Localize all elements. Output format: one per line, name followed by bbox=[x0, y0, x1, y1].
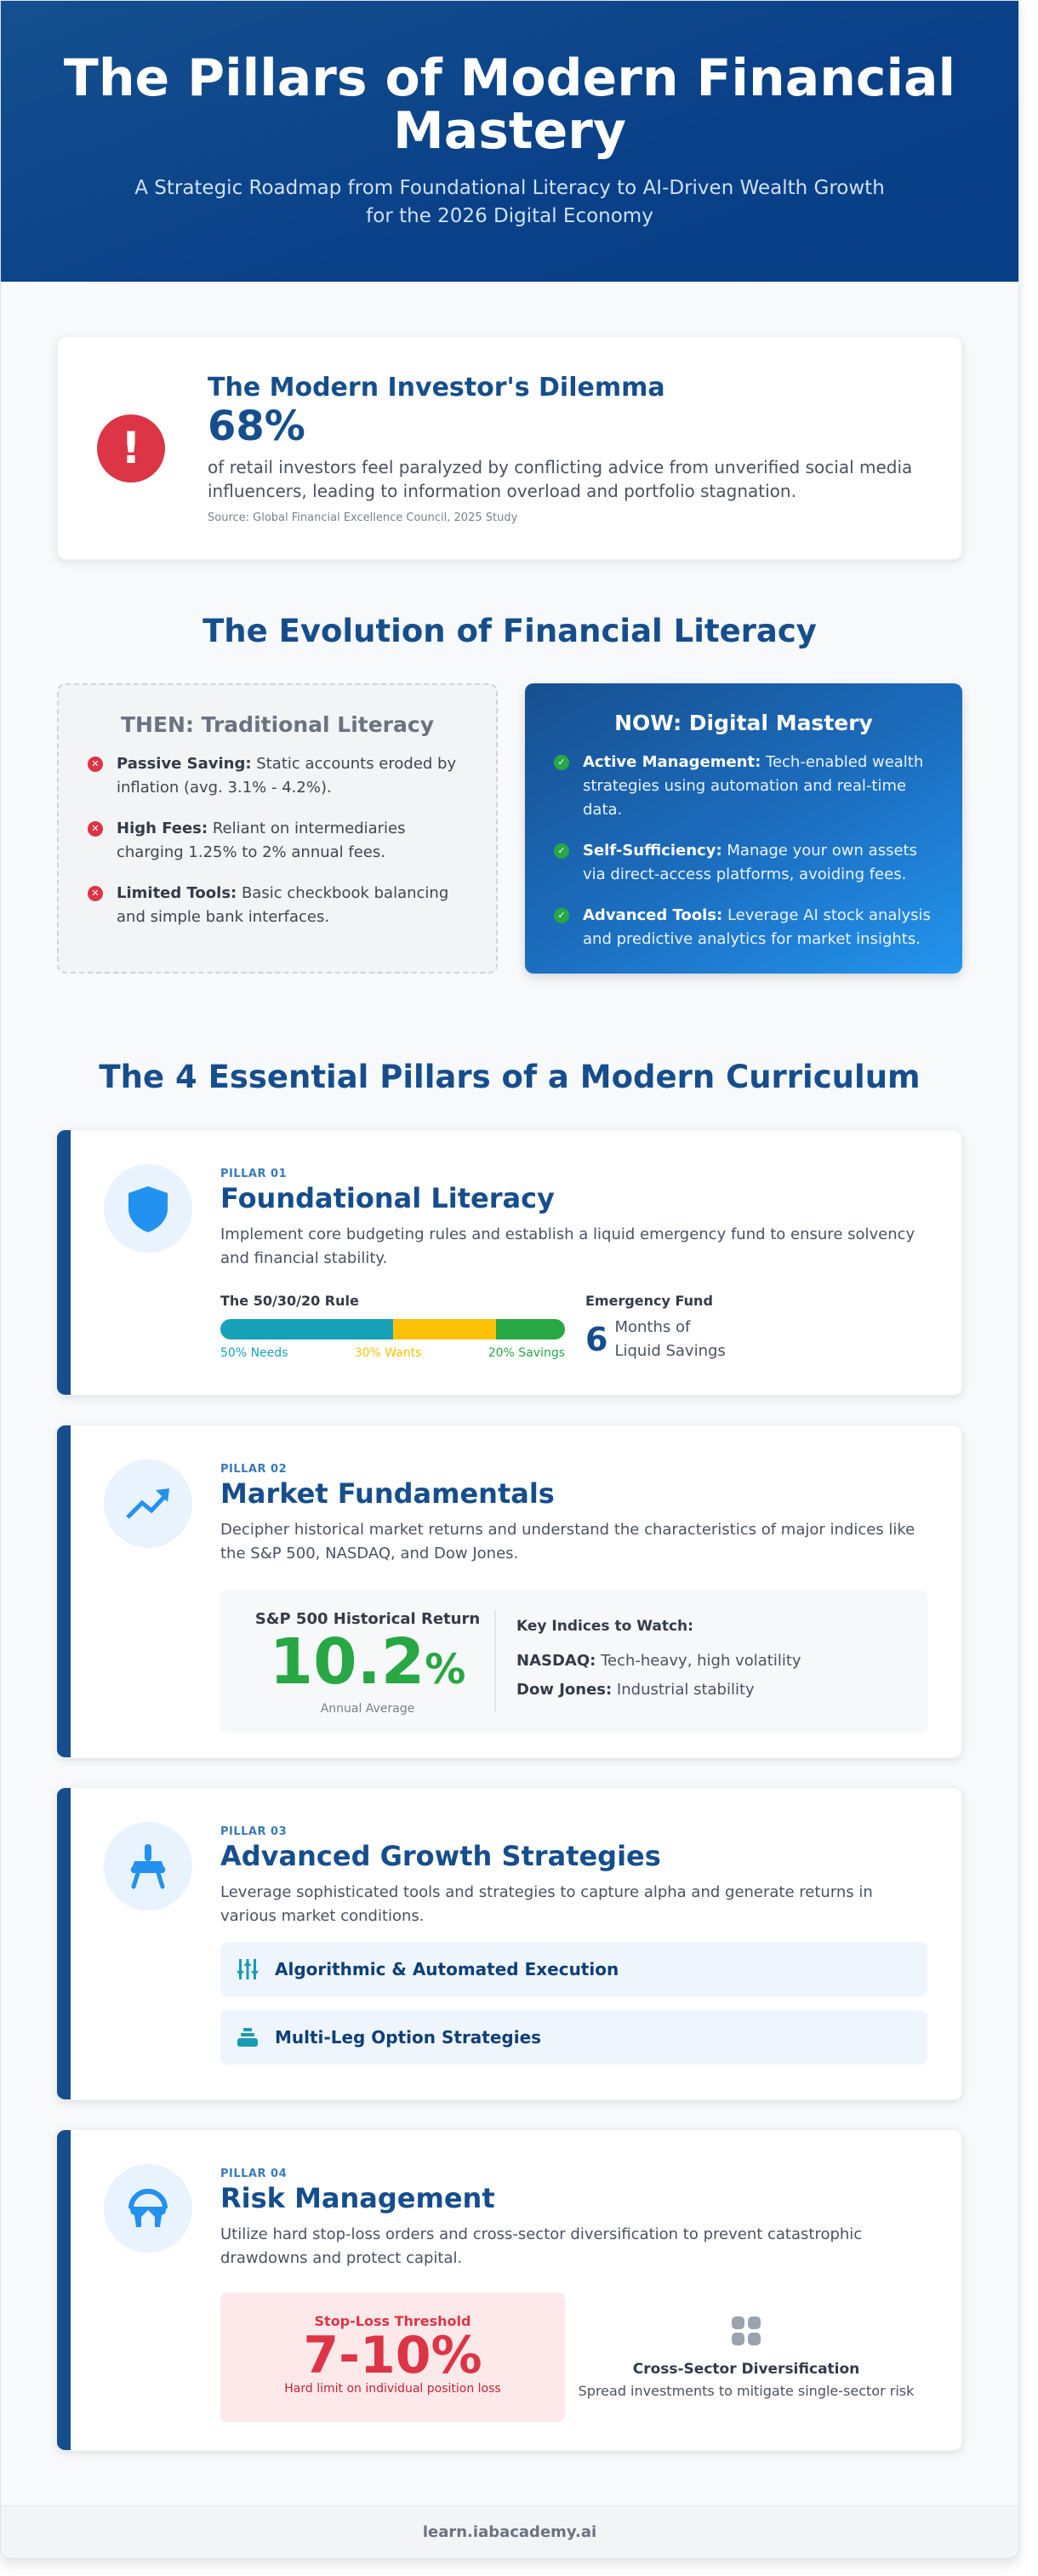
sliders-icon bbox=[236, 1959, 260, 1979]
pillar-label: PILLAR 03 bbox=[220, 1825, 288, 1838]
pillar-card-2: PILLAR 02 Market Fundamentals Decipher h… bbox=[57, 1425, 962, 1758]
grid-icon bbox=[732, 2316, 761, 2349]
evolution-title: The Evolution of Financial Literacy bbox=[202, 613, 817, 649]
x-circle-icon: ✕ bbox=[88, 821, 103, 837]
pillars-title: The 4 Essential Pillars of a Modern Curr… bbox=[99, 1059, 921, 1095]
fund-text: Months of Liquid Savings bbox=[614, 1318, 726, 1360]
footer: learn.iabacademy.ai bbox=[1, 2505, 1018, 2558]
x-circle-icon: ✕ bbox=[88, 886, 103, 901]
savings-label: 20% Savings bbox=[488, 1346, 565, 1360]
feature-label: Multi-Leg Option Strategies bbox=[275, 2027, 542, 2048]
stat-value: 10.2% bbox=[269, 1625, 466, 1699]
then-item: ✕ Passive Saving: Static accounts eroded … bbox=[88, 752, 467, 800]
now-heading: NOW: Digital Mastery bbox=[614, 711, 873, 735]
now-item: ✓ Self-Sufficiency: Manage your own asset… bbox=[554, 839, 933, 887]
stat-subtitle: Annual Average bbox=[320, 1702, 415, 1716]
now-item: ✓ Active Management: Tech-enabled wealth … bbox=[554, 751, 933, 822]
item-text: Manage your own assets via direct-access… bbox=[583, 842, 917, 883]
fund-title: Emergency Fund bbox=[585, 1293, 713, 1309]
indices-title: Key Indices to Watch: bbox=[516, 1618, 693, 1635]
market-stats: S&P 500 Historical Return 10.2% Annual A… bbox=[220, 1590, 927, 1733]
diversification-block: Cross-Sector Diversification Spread inve… bbox=[565, 2293, 927, 2422]
umbrella-shield-icon bbox=[104, 2164, 192, 2253]
pillar-title: Risk Management bbox=[220, 2182, 495, 2214]
now-panel: NOW: Digital Mastery ✓ Active Management:… bbox=[525, 683, 962, 974]
wants-label: 30% Wants bbox=[354, 1346, 422, 1360]
needs-label: 50% Needs bbox=[220, 1346, 288, 1360]
item-text: Basic checkbook balancing and simple ban… bbox=[117, 884, 449, 926]
dilemma-source: Source: Global Financial Excellence Coun… bbox=[208, 511, 518, 524]
stat-title: S&P 500 Historical Return bbox=[254, 1610, 481, 1628]
pillar-desc: Implement core budgeting rules and estab… bbox=[220, 1225, 915, 1267]
pillar-label: PILLAR 04 bbox=[220, 2168, 288, 2180]
pillar-desc: Decipher historical market returns and u… bbox=[220, 1521, 915, 1562]
item-text: Tech-enabled wealth strategies using aut… bbox=[583, 753, 924, 819]
then-item: ✕ High Fees: Reliant on intermediaries ch… bbox=[88, 817, 467, 865]
pillar-label: PILLAR 01 bbox=[220, 1168, 288, 1180]
stop-loss-subtitle: Hard limit on individual position loss bbox=[284, 2382, 501, 2396]
then-item: ✕ Limited Tools: Basic checkbook balancin… bbox=[88, 882, 467, 929]
stop-loss-title: Stop-Loss Threshold bbox=[314, 2313, 471, 2329]
hero-header: The Pillars of Modern Financial Mastery … bbox=[1, 1, 1018, 282]
layers-icon bbox=[236, 2028, 260, 2047]
item-text: Static accounts eroded by inflation (avg… bbox=[117, 755, 457, 797]
item-text: Reliant on intermediaries charging 1.25%… bbox=[117, 820, 406, 861]
dilemma-stat: 68% bbox=[208, 402, 305, 450]
needs-segment bbox=[220, 1319, 393, 1339]
index-item: NASDAQ: Tech-heavy, high volatility bbox=[516, 1652, 801, 1670]
page-title: The Pillars of Modern Financial Mastery bbox=[63, 49, 956, 161]
index-item: Dow Jones: Industrial stability bbox=[516, 1681, 755, 1699]
pillar-desc: Leverage sophisticated tools and strateg… bbox=[220, 1883, 873, 1925]
then-panel: THEN: Traditional Literacy ✕ Passive Savi… bbox=[57, 683, 498, 974]
item-text: Leverage AI stock analysis and predictiv… bbox=[583, 906, 931, 948]
shield-icon bbox=[104, 1164, 192, 1253]
then-heading: THEN: Traditional Literacy bbox=[120, 712, 434, 737]
compass-tool-icon bbox=[104, 1822, 192, 1911]
dilemma-title: The Modern Investor's Dilemma bbox=[208, 372, 665, 403]
budget-bar bbox=[220, 1319, 565, 1339]
pillar-title: Market Fundamentals bbox=[220, 1477, 555, 1510]
trending-up-icon bbox=[104, 1459, 192, 1548]
item-label: Passive Saving: bbox=[117, 755, 252, 773]
budget-rule: The 50/30/20 Rule 50% Needs 30% Wants 20… bbox=[220, 1293, 565, 1363]
pillar-card-4: PILLAR 04 Risk Management Utilize hard s… bbox=[57, 2129, 962, 2451]
now-item: ✓ Advanced Tools: Leverage AI stock analy… bbox=[554, 904, 933, 951]
savings-segment bbox=[496, 1319, 565, 1339]
dilemma-text: of retail investors feel paralyzed by co… bbox=[208, 456, 913, 501]
feature-algorithmic: Algorithmic & Automated Execution bbox=[220, 1942, 927, 1996]
pillar-title: Foundational Literacy bbox=[220, 1182, 555, 1214]
footer-link[interactable]: learn.iabacademy.ai bbox=[422, 2523, 597, 2541]
stop-loss-value: 7-10% bbox=[303, 2326, 482, 2385]
page-subtitle: A Strategic Roadmap from Foundational Li… bbox=[134, 177, 885, 227]
feature-multi-leg: Multi-Leg Option Strategies bbox=[220, 2010, 927, 2065]
pillar-title: Advanced Growth Strategies bbox=[220, 1840, 661, 1872]
item-label: Self-Sufficiency: bbox=[583, 842, 722, 860]
pillar-label: PILLAR 02 bbox=[220, 1463, 288, 1476]
item-label: Advanced Tools: bbox=[583, 906, 723, 924]
check-circle-icon: ✓ bbox=[554, 843, 569, 859]
alert-icon: ! bbox=[97, 414, 165, 483]
infographic-page: The Pillars of Modern Financial Mastery … bbox=[0, 0, 1019, 2559]
item-label: Limited Tools: bbox=[117, 884, 237, 902]
pillar-desc: Utilize hard stop-loss orders and cross-… bbox=[220, 2225, 863, 2267]
x-circle-icon: ✕ bbox=[88, 757, 103, 772]
rule-title: The 50/30/20 Rule bbox=[220, 1293, 359, 1309]
diversification-title: Cross-Sector Diversification bbox=[632, 2361, 860, 2378]
pillar-card-3: PILLAR 03 Advanced Growth Strategies Lev… bbox=[57, 1787, 962, 2100]
item-label: Active Management: bbox=[583, 753, 761, 771]
emergency-fund: Emergency Fund 6 Months of Liquid Saving… bbox=[585, 1293, 733, 1363]
fund-months: 6 bbox=[585, 1321, 608, 1358]
check-circle-icon: ✓ bbox=[554, 755, 569, 770]
stop-loss-box: Stop-Loss Threshold 7-10% Hard limit on … bbox=[220, 2293, 565, 2422]
diversification-subtitle: Spread investments to mitigate single-se… bbox=[578, 2383, 915, 2399]
check-circle-icon: ✓ bbox=[554, 908, 569, 923]
evolution-comparison: THEN: Traditional Literacy ✕ Passive Savi… bbox=[57, 683, 962, 974]
dilemma-card: ! The Modern Investor's Dilemma 68% of r… bbox=[57, 336, 962, 560]
item-label: High Fees: bbox=[117, 820, 208, 837]
wants-segment bbox=[392, 1319, 496, 1339]
feature-label: Algorithmic & Automated Execution bbox=[275, 1959, 619, 1979]
pillar-card-1: PILLAR 01 Foundational Literacy Implemen… bbox=[57, 1129, 962, 1396]
